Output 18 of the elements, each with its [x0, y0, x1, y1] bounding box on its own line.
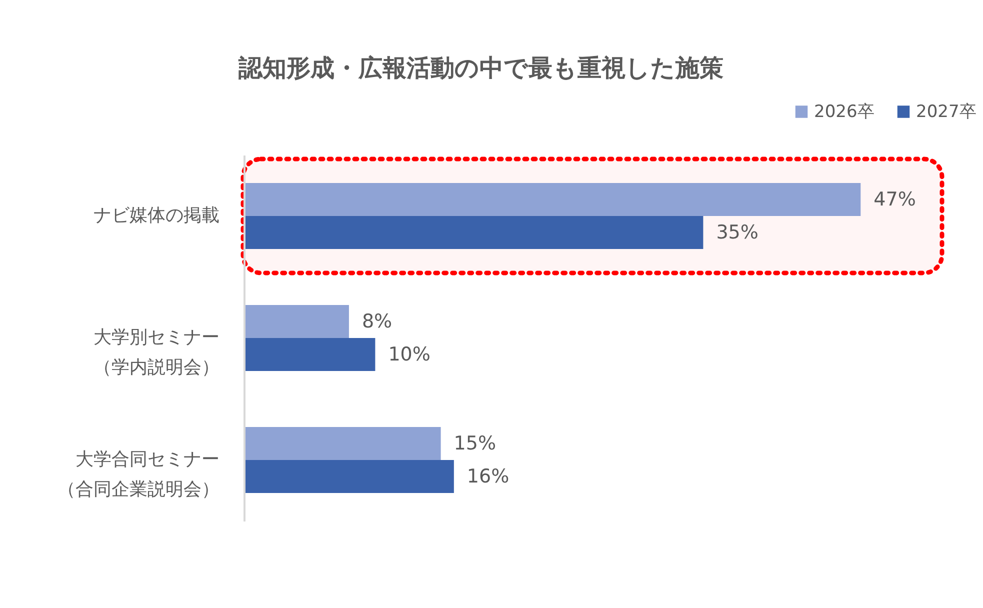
- bar: [244, 427, 441, 460]
- y-tick-label: 大学合同セミナー（合同企業説明会）: [58, 449, 220, 500]
- data-label: 47%: [874, 188, 916, 211]
- data-label: 8%: [362, 310, 392, 333]
- y-tick-label: 大学別セミナー（学内説明会）: [94, 327, 220, 378]
- bar: [244, 460, 454, 493]
- data-label: 16%: [466, 465, 510, 488]
- y-tick-label: ナビ媒体の掲載: [94, 205, 220, 226]
- data-label: 10%: [388, 343, 430, 366]
- bar: [244, 305, 349, 338]
- legend-label: 2027卒: [916, 102, 976, 122]
- bar: [244, 338, 376, 371]
- data-label: 35%: [716, 221, 758, 244]
- data-label: 15%: [454, 432, 496, 455]
- bar: [244, 216, 704, 249]
- chart-title: 認知形成・広報活動の中で最も重視した施策: [238, 54, 724, 82]
- bar: [244, 183, 861, 216]
- legend-label: 2026卒: [814, 102, 874, 122]
